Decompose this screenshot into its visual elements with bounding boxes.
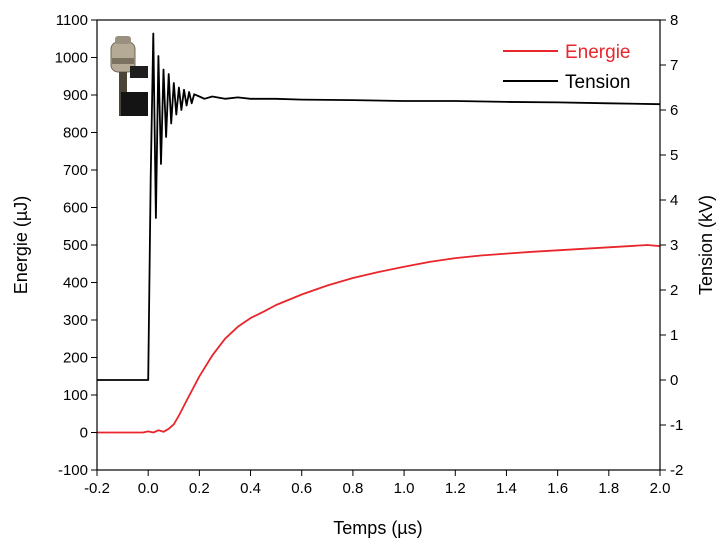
left-tick-label: 400 [63, 275, 88, 292]
x-tick-label: 0.8 [342, 480, 363, 497]
left-tick-label: 500 [63, 237, 88, 254]
left-tick-label: 300 [63, 312, 88, 329]
x-tick-label: 0.4 [240, 480, 261, 497]
left-axis-ticks: -100 0 100 200 300 400 500 600 700 800 900 1000 1100 [55, 12, 97, 479]
x-axis-title: Temps (µs) [333, 518, 422, 538]
right-tick-label: 0 [670, 372, 678, 389]
right-tick-label: 1 [670, 327, 678, 344]
x-tick-label: 1.6 [547, 480, 568, 497]
x-tick-label: 0.2 [189, 480, 210, 497]
left-tick-label: -100 [58, 462, 88, 479]
left-tick-label: 200 [63, 350, 88, 367]
x-tick-label: 2.0 [650, 480, 671, 497]
x-axis-ticks: -0.2 0.0 0.2 0.4 0.6 0.8 1.0 1.2 1.4 1.6 1.8 2.0 [84, 470, 670, 497]
x-tick-label: 0.6 [291, 480, 312, 497]
right-tick-label: -2 [670, 462, 683, 479]
x-tick-label: 0.0 [138, 480, 159, 497]
left-tick-label: 1100 [56, 12, 88, 29]
left-tick-label: 700 [63, 162, 88, 179]
plot-frame [96, 19, 661, 471]
x-tick-label: 1.0 [394, 480, 415, 497]
left-tick-label: 600 [63, 200, 88, 217]
series-line-energie [97, 244, 661, 434]
right-tick-label: 7 [670, 57, 678, 74]
electrode-photo [110, 36, 148, 116]
x-tick-label: -0.2 [84, 480, 110, 497]
right-tick-label: -1 [670, 417, 683, 434]
left-tick-label: 0 [80, 425, 88, 442]
right-tick-label: 4 [670, 192, 678, 209]
x-tick-label: 1.8 [598, 480, 619, 497]
legend-label-energie: Energie [565, 42, 631, 63]
left-tick-label: 100 [63, 387, 88, 404]
series-line-tension [97, 32, 661, 381]
series-layer [97, 32, 661, 434]
left-tick-label: 900 [63, 87, 88, 104]
left-axis-title: Energie (µJ) [11, 196, 31, 294]
x-tick-label: 1.2 [445, 480, 466, 497]
right-tick-label: 3 [670, 237, 678, 254]
legend-label-tension: Tension [565, 72, 631, 93]
right-tick-label: 8 [670, 12, 678, 29]
right-tick-label: 2 [670, 282, 678, 299]
right-axis-ticks: -2 -1 0 1 2 3 4 5 6 7 8 [660, 12, 683, 479]
legend: Energie Tension [503, 42, 631, 93]
x-tick-label: 1.4 [496, 480, 517, 497]
left-tick-label: 1000 [55, 50, 88, 67]
right-tick-label: 5 [670, 147, 678, 164]
right-tick-label: 6 [670, 102, 678, 119]
left-tick-label: 800 [63, 125, 88, 142]
right-axis-title: Tension (kV) [696, 195, 716, 295]
